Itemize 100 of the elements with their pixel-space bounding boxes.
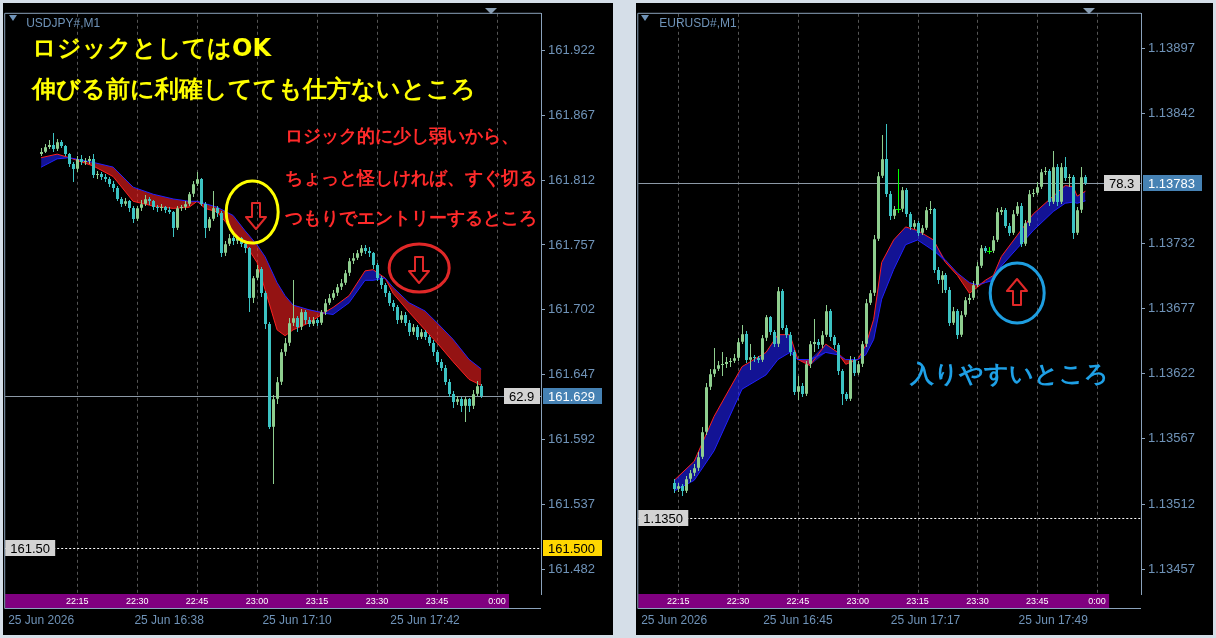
x-tick-label: 25 Jun 17:17 bbox=[890, 612, 961, 627]
ref-line-label: 161.629 bbox=[548, 388, 595, 404]
x2-tick-label: 22:45 bbox=[185, 595, 209, 606]
candlestick bbox=[877, 172, 880, 241]
x-tick-label: 25 Jun 17:10 bbox=[262, 612, 333, 627]
x2-tick-label: 23:15 bbox=[906, 595, 929, 606]
candlestick bbox=[176, 206, 179, 230]
x2-tick-label: 23:15 bbox=[305, 595, 329, 606]
x2-tick-label: 23:00 bbox=[245, 595, 269, 606]
x2-tick-label: 23:00 bbox=[846, 595, 869, 606]
candlestick bbox=[701, 427, 704, 459]
candlestick bbox=[709, 369, 712, 390]
candlestick bbox=[1068, 174, 1071, 187]
candlestick bbox=[901, 187, 904, 212]
candlestick bbox=[976, 262, 979, 287]
candlestick bbox=[980, 245, 983, 268]
y-tick-label: 1.13732 bbox=[1148, 235, 1195, 251]
y-tick-label: 161.922 bbox=[548, 41, 595, 57]
candlestick bbox=[929, 201, 932, 214]
candlestick bbox=[825, 305, 828, 337]
candlestick bbox=[212, 191, 215, 221]
y-tick-label: 1.13567 bbox=[1148, 430, 1195, 446]
annotation: ロジック的に少し弱いから、 bbox=[285, 124, 519, 146]
annotation: ちょっと怪しければ、すぐ切る bbox=[285, 166, 537, 188]
candlestick bbox=[964, 297, 967, 317]
candlestick bbox=[749, 344, 752, 370]
candlestick bbox=[721, 352, 724, 376]
candlestick bbox=[805, 361, 808, 396]
candlestick bbox=[272, 395, 275, 484]
candlestick bbox=[777, 287, 780, 347]
candlestick bbox=[865, 299, 868, 347]
x2-tick-label: 0:00 bbox=[1088, 595, 1106, 606]
annotation: ロジックとしてはOK bbox=[32, 34, 273, 63]
annotation: 161.50 bbox=[10, 540, 50, 556]
x2-tick-label: 22:30 bbox=[125, 595, 149, 606]
y-tick-label: 161.647 bbox=[548, 366, 595, 382]
x-tick-label: 25 Jun 17:49 bbox=[1018, 612, 1089, 627]
candlestick bbox=[300, 309, 303, 330]
x2-tick-label: 22:45 bbox=[786, 595, 810, 606]
candlestick bbox=[849, 356, 852, 401]
y-tick-label: 161.867 bbox=[548, 106, 595, 122]
y-tick-label: 1.13457 bbox=[1148, 560, 1195, 576]
x-tick-label: 25 Jun 17:42 bbox=[390, 612, 461, 627]
chart-title: EURUSD#,M1 bbox=[659, 16, 737, 31]
y-tick-label: 161.482 bbox=[548, 560, 595, 576]
y-tick-label: 161.702 bbox=[548, 301, 595, 317]
annotation: 1.1350 bbox=[643, 510, 684, 526]
candlestick bbox=[1060, 163, 1063, 204]
candlestick bbox=[797, 376, 800, 400]
ref-line-label: 161.500 bbox=[548, 540, 595, 556]
candlestick bbox=[1040, 169, 1043, 189]
candlestick bbox=[252, 276, 255, 303]
candlestick bbox=[765, 315, 768, 341]
ref-line-label: 1.13783 bbox=[1148, 175, 1195, 191]
candlestick bbox=[813, 319, 816, 352]
x2-tick-label: 22:15 bbox=[65, 595, 89, 606]
x2-tick-label: 23:30 bbox=[365, 595, 389, 606]
candlestick bbox=[280, 349, 283, 385]
y-tick-label: 1.13897 bbox=[1148, 39, 1195, 55]
candlestick bbox=[861, 341, 864, 367]
y-tick-label: 161.812 bbox=[548, 171, 595, 187]
x2-tick-label: 22:15 bbox=[666, 595, 690, 606]
candlestick bbox=[737, 338, 740, 361]
candlestick bbox=[809, 341, 812, 368]
candlestick bbox=[873, 235, 876, 296]
candlestick bbox=[1080, 167, 1083, 213]
x-tick-label: 25 Jun 16:45 bbox=[763, 612, 833, 627]
x2-tick-label: 23:30 bbox=[966, 595, 989, 606]
x-tick-label: 25 Jun 2026 bbox=[8, 612, 75, 627]
candlestick bbox=[896, 169, 901, 213]
candlestick bbox=[1076, 207, 1079, 235]
candlestick bbox=[705, 383, 708, 435]
x2-tick-label: 23:45 bbox=[1026, 595, 1049, 606]
candlestick bbox=[288, 318, 291, 346]
x2-tick-label: 23:45 bbox=[425, 595, 449, 606]
x2-tick-label: 22:30 bbox=[726, 595, 750, 606]
y-tick-label: 1.13622 bbox=[1148, 365, 1195, 381]
annotation: 入りやすいところ bbox=[909, 360, 1109, 389]
candlestick bbox=[1052, 151, 1055, 204]
candlestick bbox=[761, 335, 764, 362]
candlestick bbox=[1028, 190, 1031, 226]
candlestick bbox=[276, 377, 279, 404]
candlestick bbox=[925, 207, 928, 230]
candlestick bbox=[1012, 210, 1015, 235]
candlestick bbox=[292, 280, 295, 326]
candlestick bbox=[960, 311, 963, 337]
annotation: 62.9 bbox=[509, 388, 535, 404]
y-tick-label: 161.757 bbox=[548, 236, 595, 252]
y-tick-label: 161.537 bbox=[548, 495, 595, 511]
x-tick-label: 25 Jun 16:38 bbox=[134, 612, 205, 627]
candlestick bbox=[1024, 220, 1027, 246]
y-tick-label: 1.13512 bbox=[1148, 495, 1195, 511]
candlestick bbox=[881, 135, 884, 178]
candlestick bbox=[996, 208, 999, 242]
y-tick-label: 161.592 bbox=[548, 431, 595, 447]
annotation: 伸びる前に利確してても仕方ないところ bbox=[31, 75, 476, 104]
annotation: つもりでエントリーするところ bbox=[284, 206, 537, 228]
annotation: 78.3 bbox=[1109, 175, 1135, 191]
candlestick bbox=[713, 348, 716, 377]
x-tick-label: 25 Jun 2026 bbox=[641, 612, 708, 627]
